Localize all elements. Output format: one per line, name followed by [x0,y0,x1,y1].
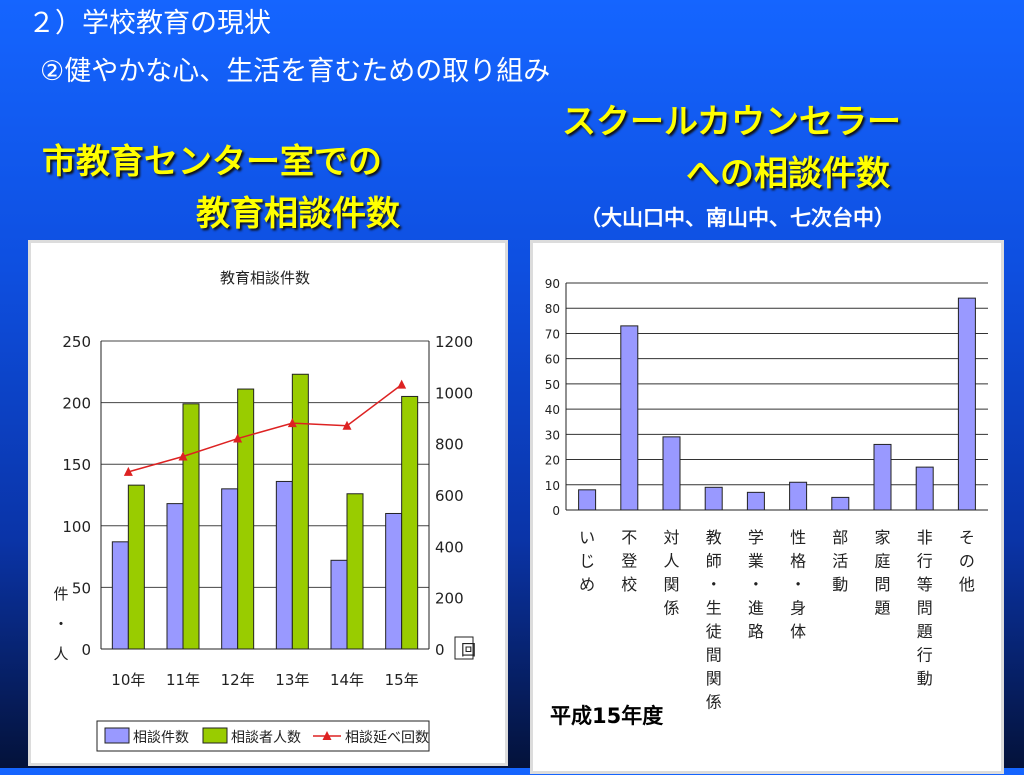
right-heading-line2: への相談件数 [686,154,890,194]
x-tick-label: 15年 [385,671,419,689]
y-tick-label: 70 [545,327,560,341]
y-tick-label: 50 [545,378,560,392]
y-tick-label: 0 [552,504,560,518]
bar [662,436,681,511]
y2-axis-label: 回 [461,641,476,659]
y-tick-label: 150 [62,456,91,474]
bar-people [346,493,364,650]
counselor-chart: 0 10 20 30 40 50 60 70 80 90 いじめ 不登校 対人関係 教師・生徒間関係 学業・… [545,277,988,712]
slide-subtitle: ②健やかな心、生活を育むための取り組み [40,56,551,87]
y2-tick-label: 1200 [435,333,473,351]
y-tick-label: 80 [545,302,560,316]
bar [831,496,850,511]
y2-tick-label: 600 [435,487,464,505]
legend-label: 相談件数 [133,730,189,746]
x-tick-label: 12年 [221,671,255,689]
x-tick-label: 学業・進路 [748,528,764,641]
bar [873,443,892,511]
bar [746,491,765,511]
y2-tick-label: 0 [435,641,445,659]
line-point [123,466,133,476]
bar [915,466,934,511]
x-tick-label: 10年 [111,671,145,689]
left-heading-line1: 市教育センター室での [42,142,382,182]
y-tick-label: 30 [545,428,560,442]
y-tick-label: 100 [62,518,91,536]
x-tick-label: 13年 [275,671,309,689]
right-chart-panel: 0 10 20 30 40 50 60 70 80 90 いじめ 不登校 対人関係 教師・生徒間関係 学業・… [530,240,1004,774]
consultation-chart: 教育相談件数 0 50 100 150 200 250 0 200 400 600 800 1000 12… [53,269,476,752]
slide-title: ２）学校教育の現状 [28,8,271,39]
legend-swatch [202,727,228,744]
bar-people [291,373,309,650]
bar-count [166,503,184,650]
left-chart-panel: 教育相談件数 0 50 100 150 200 250 0 200 400 600 800 1000 12… [28,240,508,766]
right-subheading: （大山口中、南山中、七次台中） [580,206,895,230]
bar-people [182,403,200,650]
bar-people [237,388,255,650]
bar-people [127,484,145,650]
x-tick-label: 11年 [166,671,200,689]
line-point [287,418,297,428]
bar-count [111,541,129,650]
bar-count [275,480,293,650]
y2-tick-label: 800 [435,436,464,454]
legend-box [96,720,430,752]
x-tick-label: 14年 [330,671,364,689]
legend: 相談件数 相談者人数 相談延べ回数 [96,720,430,752]
bar [620,325,639,511]
chart-title: 教育相談件数 [220,269,310,287]
y-tick-label: 0 [81,641,91,659]
year-label: 平成15年度 [546,700,668,730]
line-point [233,433,243,443]
x-tick-label: 不登校 [621,528,637,594]
x-tick-label: 部活動 [832,528,848,594]
bar [578,489,597,511]
series-line [128,384,403,473]
bar-count [330,559,348,650]
legend-label: 相談延べ回数 [345,730,429,746]
y2-tick-label: 400 [435,538,464,556]
bar-count [385,512,403,650]
x-tick-label: 家庭問題 [874,528,890,618]
y-tick-label: 60 [545,353,560,367]
y-tick-label: 40 [545,403,560,417]
bar-people [401,395,419,650]
y-tick-label: 250 [62,333,91,351]
x-tick-label: その他 [959,528,975,594]
x-tick-label: 非行等問題行動 [917,528,933,688]
bar [789,481,808,511]
y-tick-label: 90 [545,277,560,291]
bar-count [221,488,239,650]
left-heading-line2: 教育相談件数 [196,194,400,234]
y2-tick-label: 200 [435,590,464,608]
right-heading-line1: スクールカウンセラー [562,102,901,142]
legend-swatch [104,727,130,744]
x-tick-label: 教師・生徒間関係 [706,528,722,712]
y-axis-label: 件・人 [53,585,68,663]
x-tick-label: いじめ [579,528,595,594]
y-tick-label: 50 [72,579,91,597]
x-tick-label: 対人関係 [663,528,679,618]
line-point [178,451,188,461]
y-tick-label: 200 [62,395,91,413]
bar [957,297,976,511]
legend-label: 相談者人数 [231,730,301,746]
y-tick-label: 20 [545,454,560,468]
y2-tick-label: 1000 [435,384,473,402]
x-tick-label: 性格・身体 [790,528,806,641]
bar [704,486,723,511]
legend-swatch-marker [322,731,332,740]
line-point [342,420,352,430]
y-tick-label: 10 [545,479,560,493]
y2-axis-label-box [454,636,474,660]
line-point [397,379,407,389]
